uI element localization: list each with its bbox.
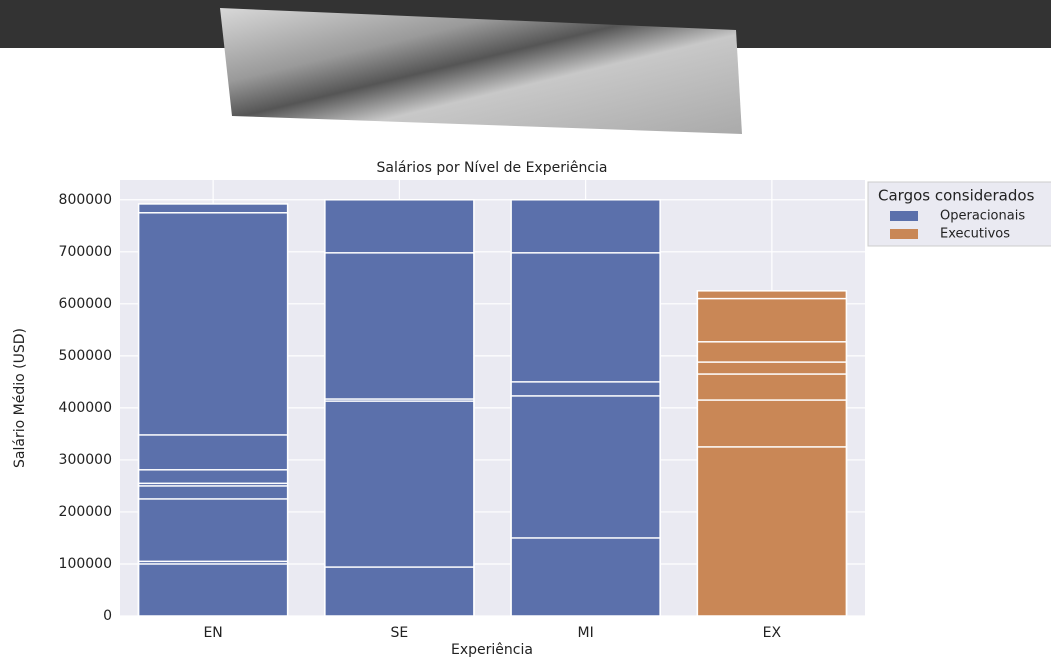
y-axis-label: Salário Médio (USD) [12, 328, 28, 468]
chart-title: Salários por Nível de Experiência [376, 160, 607, 176]
y-tick-label: 600000 [59, 296, 112, 312]
bar [324, 566, 475, 617]
x-tick-label: EX [763, 625, 782, 641]
legend-swatch [890, 229, 918, 239]
y-tick-label: 200000 [59, 504, 112, 520]
legend-title: Cargos considerados [878, 187, 1035, 205]
bar [137, 563, 289, 617]
y-tick-label: 500000 [59, 348, 112, 364]
legend-swatch [890, 211, 918, 221]
y-tick-label: 100000 [59, 556, 112, 572]
x-tick-label: SE [391, 625, 409, 641]
y-tick-label: 800000 [59, 192, 112, 208]
y-tick-label: 300000 [59, 452, 112, 468]
y-tick-label: 700000 [59, 244, 112, 260]
y-tick-label: 400000 [59, 400, 112, 416]
y-tick-label: 0 [103, 608, 112, 624]
legend-label: Operacionais [940, 209, 1025, 224]
x-axis-label: Experiência [451, 642, 533, 658]
x-tick-label: MI [578, 625, 594, 641]
legend-label: Executivos [940, 227, 1010, 242]
x-tick-label: EN [203, 625, 222, 641]
bar [510, 537, 661, 617]
tape-decoration [220, 8, 742, 134]
bar [696, 446, 848, 617]
